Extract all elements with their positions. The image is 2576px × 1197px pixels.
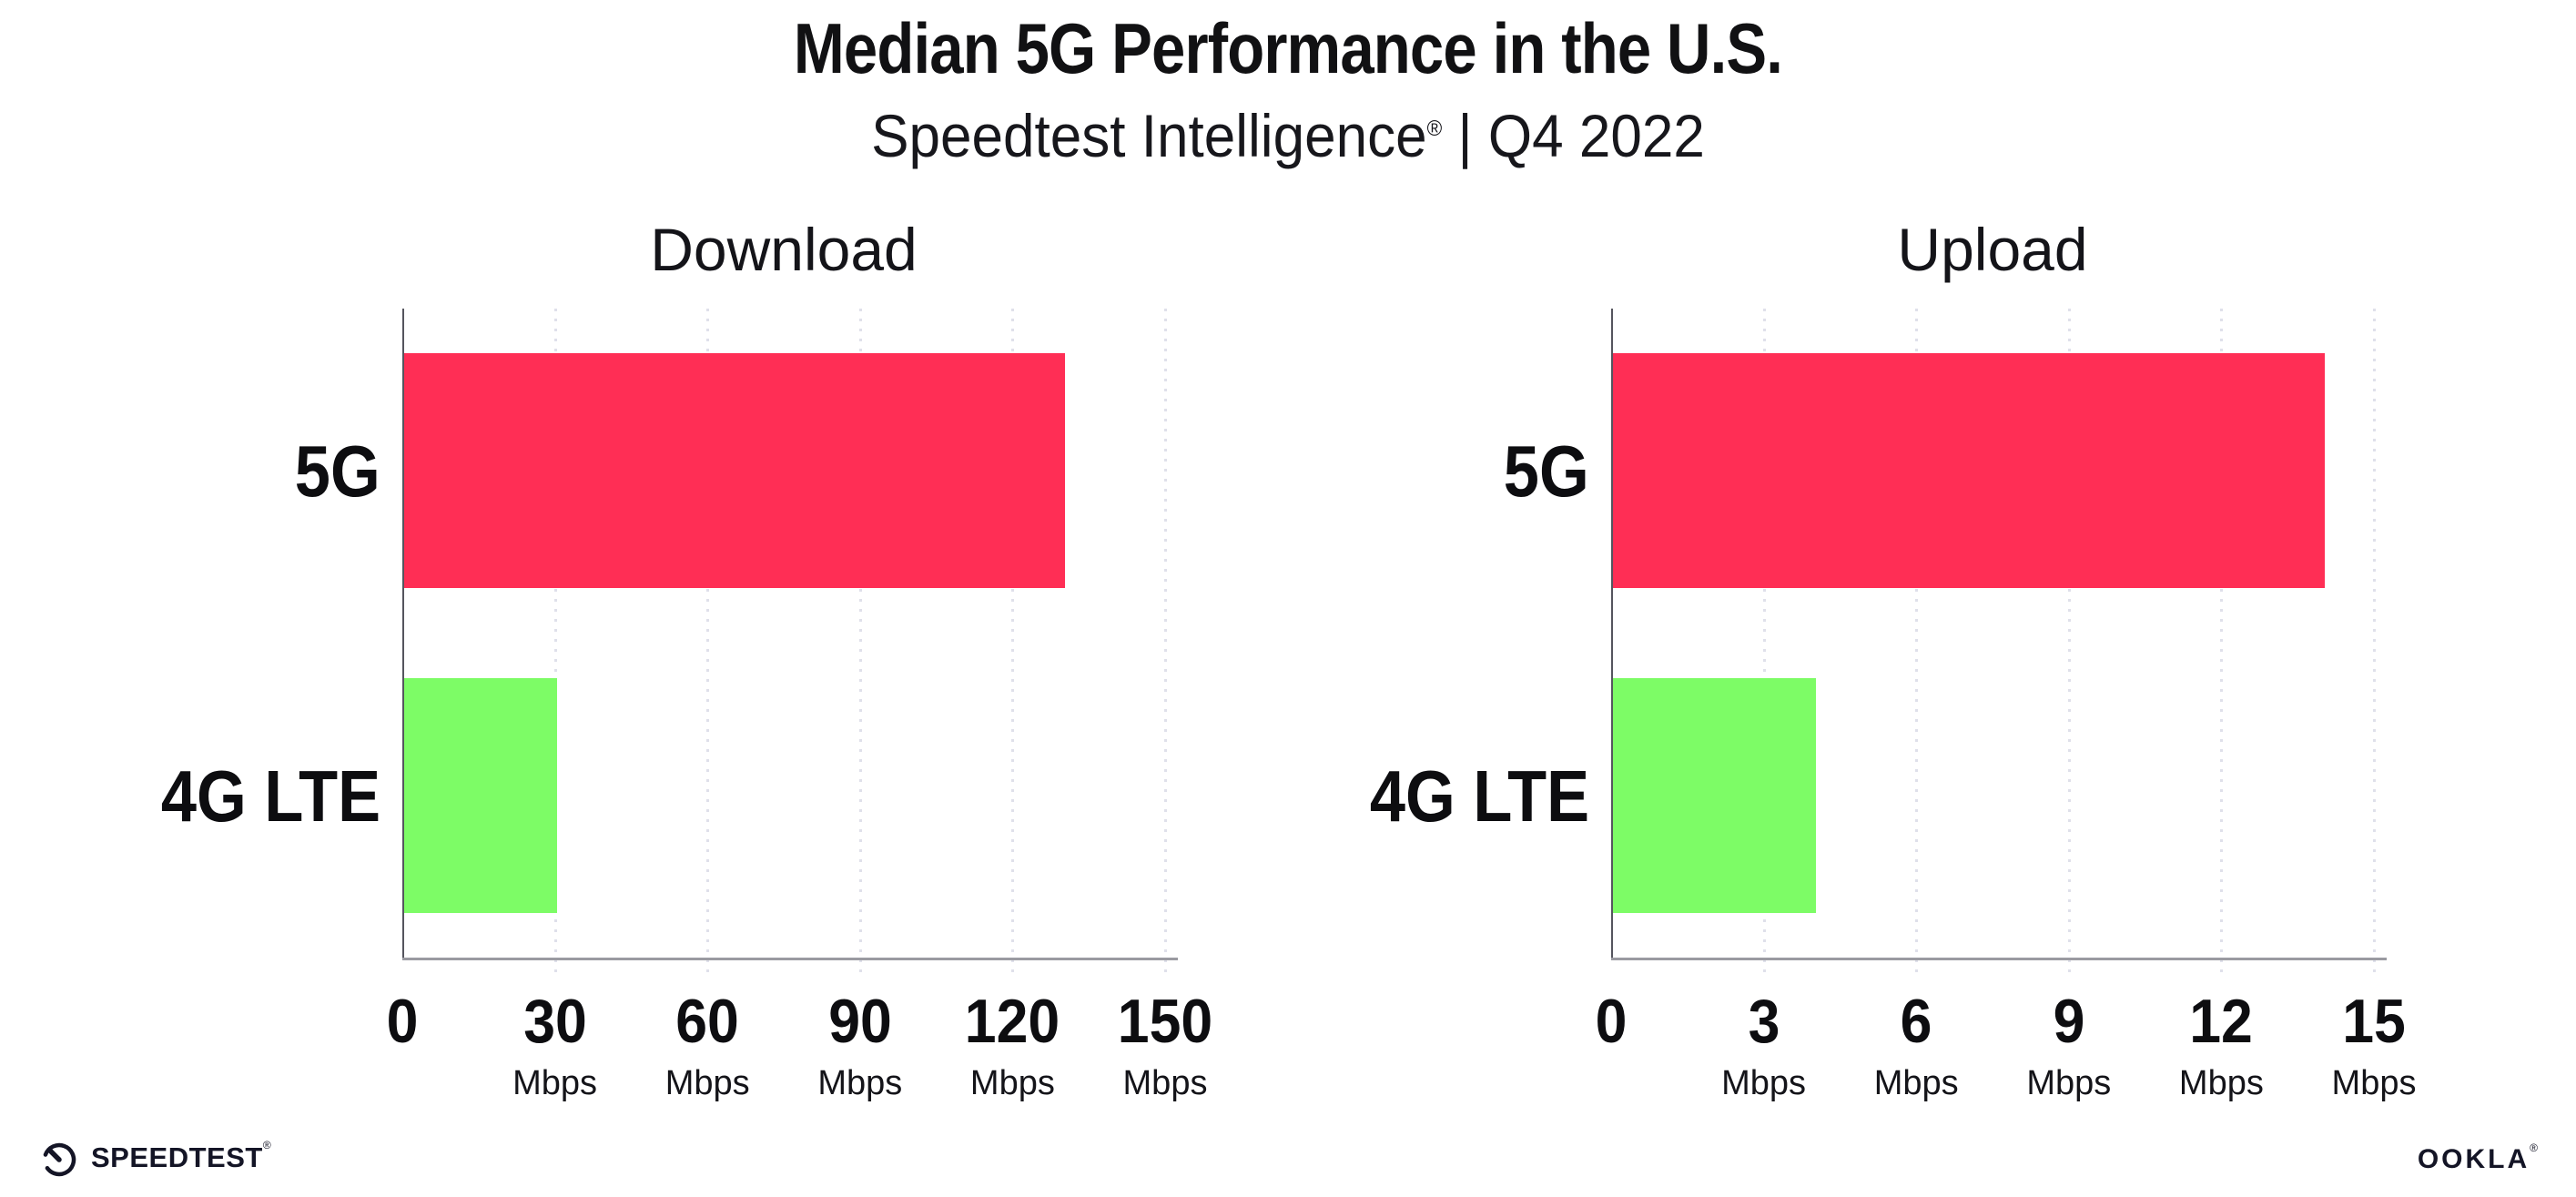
ookla-registered-mark: ® bbox=[2530, 1141, 2538, 1154]
x-tick: 150 Mbps bbox=[1113, 986, 1216, 1103]
plot-area: 5G 4G LTE 0 3 Mbps 6 Mbps 9 Mbps 12 Mbps 15 Mbps bbox=[1370, 309, 2416, 1102]
tick-value: 3 bbox=[1748, 987, 1780, 1056]
tick-unit: Mbps bbox=[512, 1064, 598, 1102]
ookla-logo-text: OOKLA bbox=[2417, 1144, 2530, 1174]
category-label-text: 5G bbox=[295, 430, 380, 512]
registered-mark: ® bbox=[1426, 117, 1443, 142]
x-tick: 120 Mbps bbox=[961, 986, 1064, 1103]
x-tick: 30 Mbps bbox=[512, 986, 597, 1103]
tick-value: 60 bbox=[675, 987, 739, 1056]
tick-unit: Mbps bbox=[817, 1064, 903, 1102]
y-axis-line bbox=[1611, 309, 1613, 960]
gridline bbox=[553, 309, 557, 973]
x-tick: 90 Mbps bbox=[817, 986, 902, 1103]
gridline bbox=[1762, 309, 1766, 973]
x-tick: 0 bbox=[385, 986, 420, 1057]
download-chart: Download 5G 4G LTE 0 30 Mbps 60 Mbps 90 Mbps 120 Mb… bbox=[0, 209, 1288, 1176]
gridline bbox=[1915, 309, 1919, 973]
gridline bbox=[2373, 309, 2376, 973]
x-tick: 3 Mbps bbox=[1721, 986, 1806, 1103]
tick-value: 6 bbox=[1900, 987, 1932, 1056]
bar-5g bbox=[1613, 353, 2326, 588]
speedtest-gauge-icon bbox=[42, 1142, 76, 1177]
category-label-text: 4G LTE bbox=[1369, 755, 1589, 837]
y-axis-line bbox=[402, 309, 404, 960]
chart-title: Upload bbox=[1897, 216, 2088, 283]
category-label-text: 5G bbox=[1504, 430, 1589, 512]
gridline bbox=[1011, 309, 1015, 973]
bar-4g-lte bbox=[1613, 678, 1817, 913]
ookla-logo: OOKLA ® bbox=[2417, 1141, 2538, 1175]
chart-title: Download bbox=[650, 216, 918, 283]
category-label: 4G LTE bbox=[131, 634, 380, 959]
category-label: 5G bbox=[283, 309, 380, 634]
header: Median 5G Performance in the U.S. Speedt… bbox=[0, 8, 2576, 170]
bar-4g-lte bbox=[404, 678, 557, 913]
x-tick: 60 Mbps bbox=[665, 986, 750, 1103]
gridline bbox=[2067, 309, 2071, 973]
tick-value: 120 bbox=[965, 987, 1060, 1056]
gridline bbox=[2220, 309, 2224, 973]
gridline bbox=[858, 309, 862, 973]
speedtest-logo-text: SPEEDTEST bbox=[91, 1141, 263, 1173]
tick-value: 12 bbox=[2189, 987, 2254, 1056]
category-label-text: 4G LTE bbox=[160, 755, 380, 837]
tick-value: 0 bbox=[386, 987, 419, 1056]
tick-unit: Mbps bbox=[2026, 1064, 2112, 1102]
tick-unit: Mbps bbox=[2178, 1064, 2264, 1102]
x-axis-line bbox=[402, 958, 1178, 960]
speedtest-registered-mark: ® bbox=[262, 1139, 271, 1151]
tick-value: 90 bbox=[828, 987, 892, 1056]
x-tick: 15 Mbps bbox=[2332, 986, 2417, 1103]
tick-value: 15 bbox=[2342, 987, 2406, 1056]
tick-value: 0 bbox=[1595, 987, 1628, 1056]
plot-area: 5G 4G LTE 0 30 Mbps 60 Mbps 90 Mbps 120 Mbps 150 Mbp… bbox=[161, 309, 1212, 1102]
tick-value: 30 bbox=[522, 987, 587, 1056]
x-tick: 6 Mbps bbox=[1874, 986, 1959, 1103]
tick-unit: Mbps bbox=[1122, 1064, 1208, 1102]
tick-value: 150 bbox=[1117, 987, 1213, 1056]
subtitle-period: | Q4 2022 bbox=[1442, 102, 1705, 170]
x-tick: 0 bbox=[1594, 986, 1628, 1057]
x-axis-line bbox=[1611, 958, 2387, 960]
tick-unit: Mbps bbox=[1873, 1064, 1959, 1102]
category-label: 4G LTE bbox=[1340, 634, 1589, 959]
x-tick: 9 Mbps bbox=[2026, 986, 2111, 1103]
tick-unit: Mbps bbox=[1721, 1064, 1807, 1102]
tick-unit: Mbps bbox=[969, 1064, 1055, 1102]
gridline bbox=[706, 309, 710, 973]
tick-unit: Mbps bbox=[2331, 1064, 2417, 1102]
upload-chart: Upload 5G 4G LTE 0 3 Mbps 6 Mbps 9 Mbps 12 Mbps 15 Mb… bbox=[1288, 209, 2576, 1176]
tick-value: 9 bbox=[2053, 987, 2085, 1056]
gridline bbox=[1164, 309, 1167, 973]
page-title: Median 5G Performance in the U.S. bbox=[793, 8, 1783, 88]
category-label: 5G bbox=[1492, 309, 1589, 634]
speedtest-logo: SPEEDTEST® bbox=[38, 1137, 271, 1179]
tick-unit: Mbps bbox=[664, 1064, 750, 1102]
bar-5g bbox=[404, 353, 1066, 588]
page-subtitle: Speedtest Intelligence® | Q4 2022 bbox=[77, 101, 2499, 170]
subtitle-brand: Speedtest Intelligence bbox=[871, 102, 1427, 170]
x-tick: 12 Mbps bbox=[2179, 986, 2264, 1103]
